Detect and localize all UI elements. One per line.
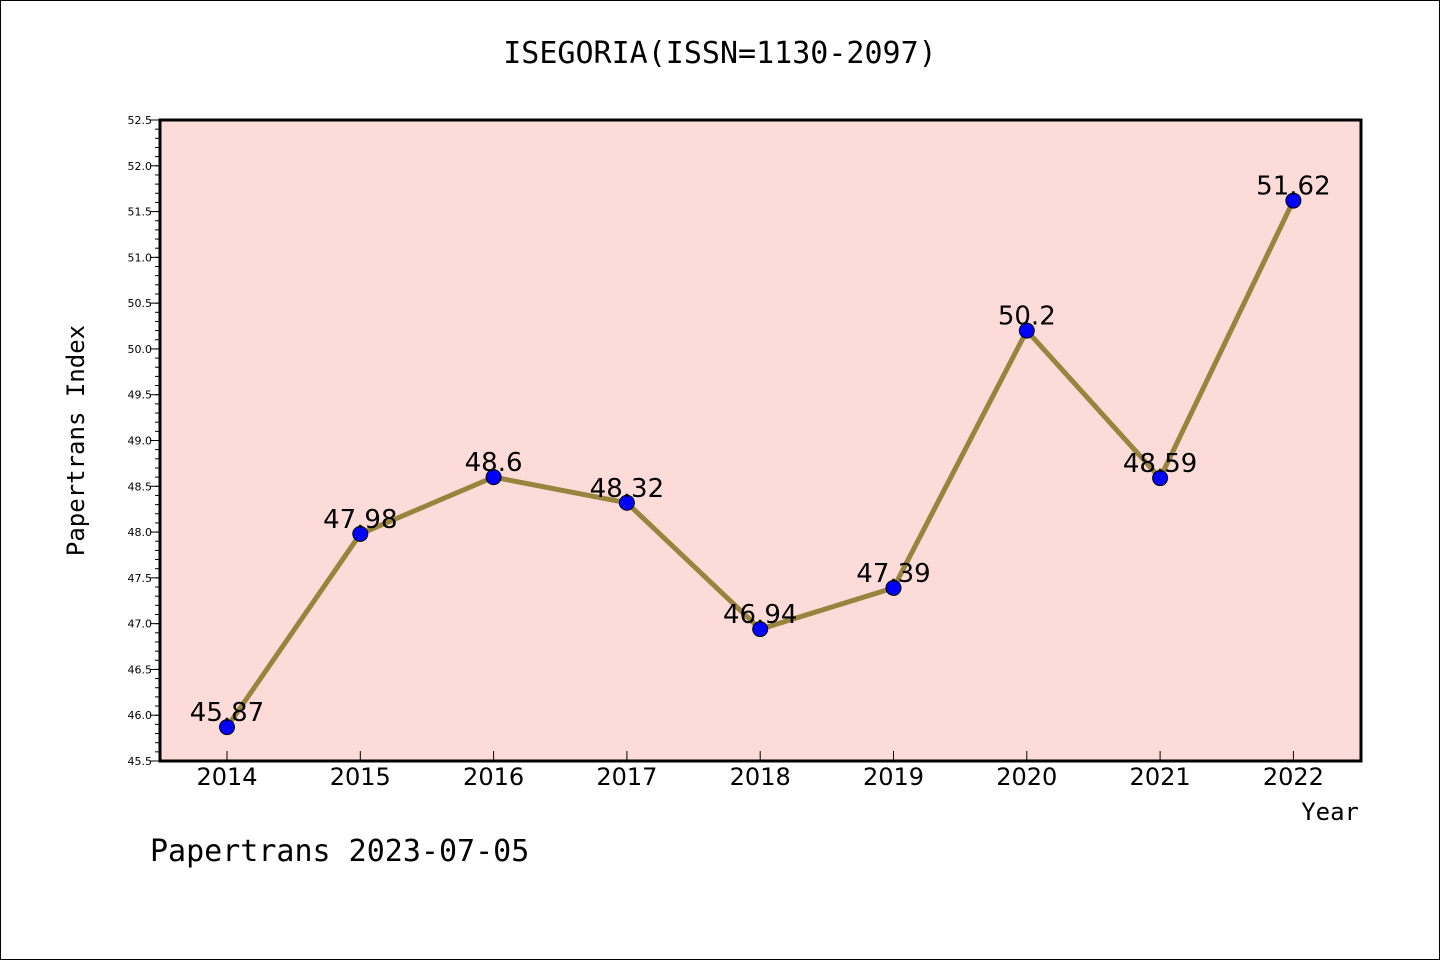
y-tick-label: 47.0 (128, 618, 153, 631)
series-line-group (219, 192, 1302, 736)
x-axis-title: Year (1301, 798, 1359, 826)
data-point (1018, 322, 1035, 339)
x-tick-label: 2022 (1263, 763, 1324, 791)
x-axis-ticks: 2014 2015 2016 2017 2018 2019 2020 2021 2022 (196, 751, 1324, 791)
data-label: 47.39 (856, 559, 930, 589)
data-labels: 45.87 47.98 48.6 48.32 46.94 47.39 50.2 48.59 51… (190, 172, 1331, 729)
data-label: 48.32 (590, 474, 664, 504)
chart-title: ISEGORIA(ISSN=1130-2097) (503, 36, 937, 71)
y-tick-label: 48.0 (128, 526, 153, 539)
data-point (1285, 192, 1302, 209)
y-tick-label: 47.5 (128, 572, 153, 585)
y-tick-label: 51.5 (128, 206, 153, 219)
y-tick-label: 51.0 (128, 251, 153, 264)
x-tick-label: 2017 (596, 763, 657, 791)
data-label: 48.6 (465, 448, 523, 478)
y-tick-label: 52.0 (128, 160, 153, 173)
data-label: 45.87 (190, 698, 264, 728)
x-tick-label: 2018 (730, 763, 791, 791)
y-axis-ticks: 45.5 46.0 46.5 47.0 47.5 48.0 48.5 49.0 49.5 50.0… (128, 114, 160, 768)
x-tick-label: 2019 (863, 763, 924, 791)
y-tick-label: 46.5 (128, 663, 153, 676)
data-label: 48.59 (1123, 449, 1197, 479)
data-label: 46.94 (723, 600, 797, 630)
x-tick-label: 2016 (463, 763, 524, 791)
data-point (352, 525, 369, 542)
data-point (485, 469, 502, 486)
y-tick-label: 50.0 (128, 343, 153, 356)
x-tick-label: 2014 (196, 763, 257, 791)
footer-note: Papertrans 2023-07-05 (150, 834, 530, 869)
data-label: 50.2 (998, 302, 1056, 332)
y-axis-title: Papertrans Index (62, 325, 90, 556)
x-tick-label: 2020 (996, 763, 1057, 791)
data-label: 47.98 (323, 505, 397, 535)
plot-frame (158, 118, 1363, 763)
plot-area (160, 120, 1361, 761)
data-point (1152, 470, 1169, 487)
x-tick-label: 2021 (1130, 763, 1191, 791)
y-tick-label: 48.5 (128, 480, 153, 493)
y-tick-label: 46.0 (128, 709, 153, 722)
data-point (885, 579, 902, 596)
data-point (219, 719, 235, 736)
y-tick-label: 50.5 (128, 297, 153, 310)
data-point (618, 494, 635, 511)
data-point (752, 621, 769, 638)
data-label: 51.62 (1256, 172, 1330, 202)
y-tick-label: 49.5 (128, 389, 153, 402)
x-tick-label: 2015 (330, 763, 391, 791)
y-tick-label: 52.5 (128, 114, 153, 127)
y-tick-label: 49.0 (128, 435, 153, 448)
y-tick-label: 45.5 (128, 755, 153, 768)
